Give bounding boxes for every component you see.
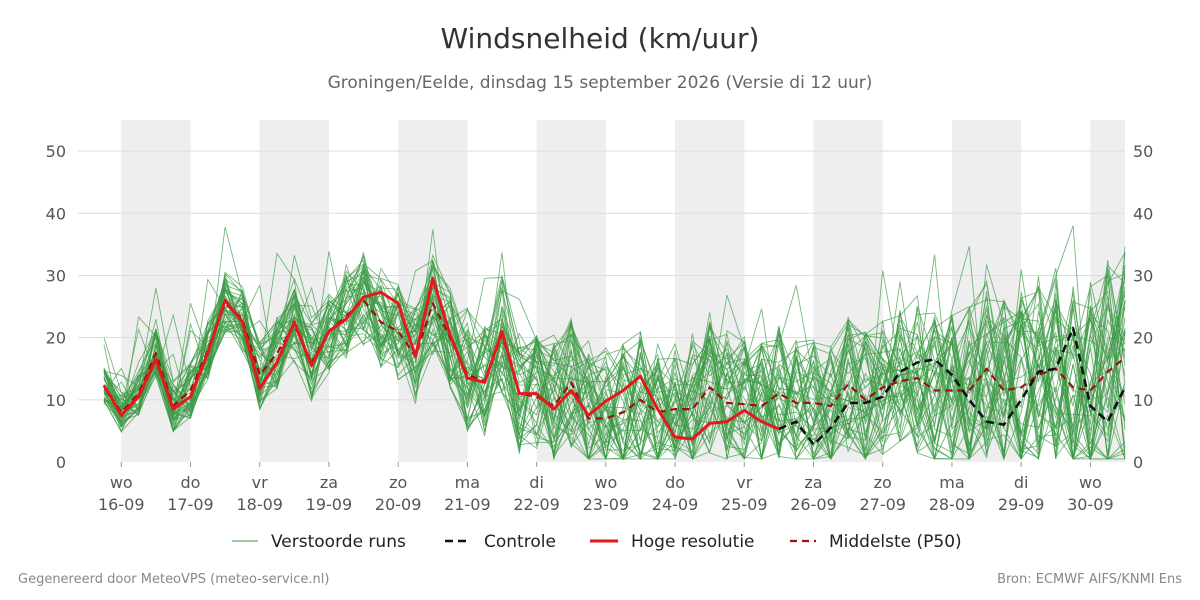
footer-source: Bron: ECMWF AIFS/KNMI Ens xyxy=(997,572,1182,587)
x-tick-day: wo xyxy=(1079,473,1102,492)
footer-credit: Gegenereerd door MeteoVPS (meteo-service… xyxy=(18,572,330,587)
y-tick-label: 20 xyxy=(1133,329,1153,348)
x-tick-day: vr xyxy=(252,473,268,492)
ensemble-run-line xyxy=(103,252,1126,461)
ensemble-run-line xyxy=(103,276,1126,461)
ensemble-run-line xyxy=(103,274,1126,460)
x-tick-day: wo xyxy=(110,473,133,492)
day-shade-band xyxy=(398,120,468,462)
x-tick-day: vr xyxy=(736,473,752,492)
ensemble-run-line xyxy=(103,246,1126,460)
legend: Verstoorde runs Controle Hoge resolutie Mid… xyxy=(232,532,962,552)
ensemble-run-line xyxy=(103,266,1126,460)
ensemble-run-line xyxy=(103,252,1126,460)
legend-label-hires: Hoge resolutie xyxy=(631,532,755,552)
ensemble-lines xyxy=(103,225,1126,461)
legend-label-control: Controle xyxy=(484,532,556,552)
y-tick-label: 10 xyxy=(1133,391,1153,410)
y-tick-label: 50 xyxy=(1133,142,1153,161)
x-tick-date: 19-09 xyxy=(306,495,353,514)
x-tick-day: di xyxy=(529,473,544,492)
y-axis-left: 0 10 20 30 40 50 xyxy=(46,142,66,472)
x-tick-date: 24-09 xyxy=(652,495,699,514)
x-tick-date: 23-09 xyxy=(583,495,630,514)
chart-title: Windsnelheid (km/uur) xyxy=(440,22,760,55)
y-tick-label: 40 xyxy=(1133,204,1153,223)
x-tick-day: wo xyxy=(594,473,617,492)
x-tick-day: do xyxy=(181,473,201,492)
y-tick-label: 0 xyxy=(1133,453,1143,472)
x-tick-date: 29-09 xyxy=(998,495,1045,514)
median-series-line xyxy=(103,299,1126,420)
ensemble-run-line xyxy=(103,261,1126,460)
legend-label-median: Middelste (P50) xyxy=(829,532,962,552)
x-tick-day: zo xyxy=(389,473,407,492)
x-tick-date: 25-09 xyxy=(721,495,768,514)
x-tick-date: 22-09 xyxy=(513,495,560,514)
y-tick-label: 50 xyxy=(46,142,66,161)
x-tick-date: 26-09 xyxy=(790,495,837,514)
x-tick-day: zo xyxy=(874,473,892,492)
x-tick-day: do xyxy=(665,473,685,492)
ensemble-run-line xyxy=(103,254,1126,461)
x-tick-date: 27-09 xyxy=(859,495,906,514)
y-tick-label: 20 xyxy=(46,329,66,348)
ensemble-run-line xyxy=(103,267,1126,460)
ensemble-run-line xyxy=(103,225,1126,460)
x-tick-day: di xyxy=(1014,473,1029,492)
y-tick-label: 0 xyxy=(56,453,66,472)
main-lines xyxy=(102,277,1127,446)
y-tick-label: 30 xyxy=(46,266,66,285)
x-tick-day: za xyxy=(320,473,338,492)
x-tick-date: 28-09 xyxy=(929,495,976,514)
x-tick-day: za xyxy=(804,473,822,492)
legend-label-ensemble: Verstoorde runs xyxy=(271,532,406,552)
y-tick-label: 10 xyxy=(46,391,66,410)
ensemble-run-line xyxy=(103,288,1126,461)
x-tick-date: 21-09 xyxy=(444,495,491,514)
x-tick-date: 20-09 xyxy=(375,495,422,514)
x-tick-day: ma xyxy=(939,473,964,492)
ensemble-run-line xyxy=(103,254,1126,461)
x-tick-date: 16-09 xyxy=(98,495,145,514)
y-axis-right: 0 10 20 30 40 50 xyxy=(1133,142,1153,472)
chart-subtitle: Groningen/Eelde, dinsdag 15 september 20… xyxy=(327,73,873,93)
x-tick-date: 18-09 xyxy=(236,495,283,514)
y-tick-label: 30 xyxy=(1133,266,1153,285)
x-tick-day: ma xyxy=(455,473,480,492)
hires-series-line xyxy=(102,277,780,441)
x-tick-date: 30-09 xyxy=(1067,495,1114,514)
x-tick-date: 17-09 xyxy=(167,495,214,514)
y-tick-label: 40 xyxy=(46,204,66,223)
control-series-line xyxy=(778,326,1127,446)
x-axis: wo 16-09 do 17-09 vr 18-09 za 19-09 zo 20-09 ma 21-… xyxy=(98,462,1114,514)
